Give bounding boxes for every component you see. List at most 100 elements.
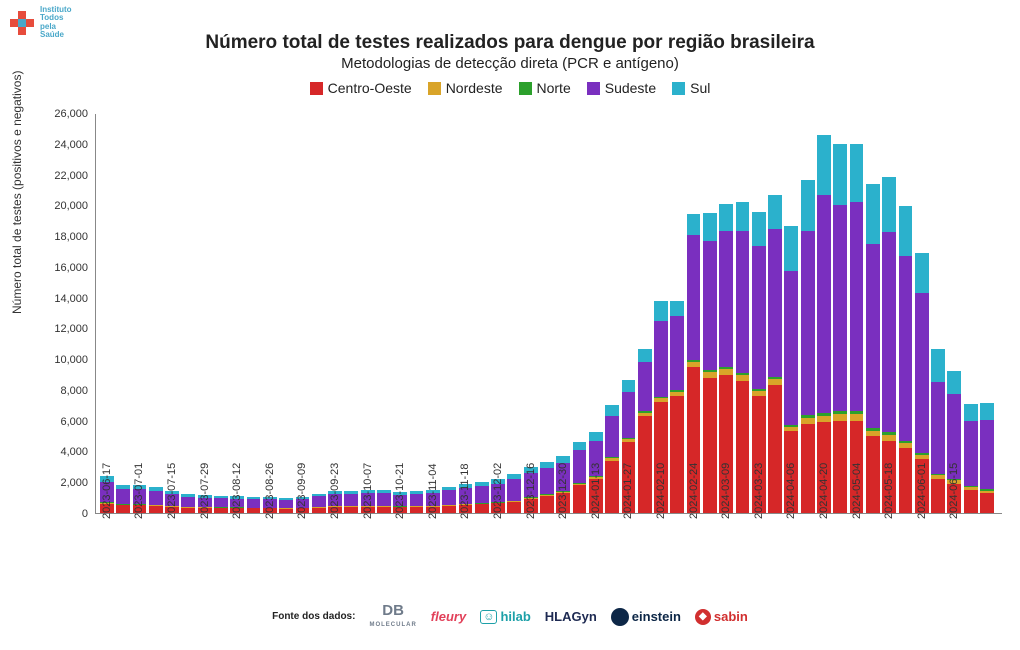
bar-segment xyxy=(915,253,929,293)
x-tick-label: 2024-06-01 xyxy=(916,463,928,519)
bar-segment xyxy=(605,416,619,458)
bar-segment xyxy=(899,256,913,441)
bar-segment xyxy=(344,494,358,506)
x-tick-label: 2023-06-17 xyxy=(101,463,113,519)
x-tick-label: 2024-03-09 xyxy=(720,463,732,519)
x-tick-label: 2023-07-29 xyxy=(199,463,211,519)
bar-segment xyxy=(149,506,163,513)
bar: 2023-10-07 xyxy=(361,490,375,513)
legend-swatch xyxy=(428,82,441,95)
x-tick-label: 2023-11-18 xyxy=(459,464,471,519)
bar-segment xyxy=(719,231,733,366)
bar: 2024-06-15 xyxy=(947,371,961,513)
y-tick-label: 18,000 xyxy=(48,231,88,243)
bar-segment xyxy=(573,485,587,513)
bar-segment xyxy=(149,491,163,505)
bar-segment xyxy=(589,432,603,441)
bar: 2023-12-30 xyxy=(556,456,570,513)
bar-segment xyxy=(377,493,391,505)
legend-item: Centro-Oeste xyxy=(310,80,412,96)
bar-segment xyxy=(475,486,489,503)
bar xyxy=(768,195,782,513)
bar-segment xyxy=(605,405,619,416)
x-tick-label: 2024-01-13 xyxy=(590,463,602,519)
chart-subtitle: Metodologias de detecção direta (PCR e a… xyxy=(0,55,1020,72)
bar-segment xyxy=(768,229,782,377)
bar: 2024-03-23 xyxy=(752,212,766,513)
bar xyxy=(475,482,489,513)
bar xyxy=(149,487,163,513)
bar-segment xyxy=(899,206,913,257)
bar: 2023-10-21 xyxy=(393,492,407,513)
bar-segment xyxy=(507,502,521,513)
bar xyxy=(312,494,326,513)
bar: 2023-07-15 xyxy=(165,491,179,513)
brand-name: fleury xyxy=(431,609,466,624)
bar-segment xyxy=(931,382,945,474)
brand-name: sabin xyxy=(714,609,748,624)
bar-segment xyxy=(736,381,750,513)
bar xyxy=(736,202,750,513)
x-tick-label: 2024-05-18 xyxy=(883,463,895,519)
bar-segment xyxy=(687,235,701,360)
bar-segment xyxy=(540,496,554,513)
bar-segment xyxy=(703,241,717,370)
x-tick-label: 2023-12-02 xyxy=(492,463,504,519)
y-tick-label: 16,000 xyxy=(48,262,88,274)
brand-circle-icon xyxy=(611,608,629,626)
y-tick-label: 10,000 xyxy=(48,354,88,366)
y-tick-label: 6,000 xyxy=(48,416,88,428)
bar-segment xyxy=(931,349,945,381)
bar: 2024-01-13 xyxy=(589,432,603,513)
bar-segment xyxy=(247,499,261,508)
data-source-brand: HLAGyn xyxy=(545,609,597,624)
bar: 2023-08-12 xyxy=(230,496,244,513)
legend-swatch xyxy=(672,82,685,95)
bar-segment xyxy=(882,232,896,432)
bar xyxy=(801,180,815,513)
legend-swatch xyxy=(310,82,323,95)
bar xyxy=(964,404,978,513)
bar-segment xyxy=(116,505,130,513)
bar-segment xyxy=(736,231,750,373)
bar-segment xyxy=(622,380,636,392)
bar xyxy=(833,144,847,513)
brand-drop-icon: ◆ xyxy=(695,609,711,625)
bar-segment xyxy=(866,244,880,429)
bar-segment xyxy=(670,396,684,513)
bar-segment xyxy=(866,436,880,513)
bar: 2023-11-18 xyxy=(459,484,473,513)
bar-segment xyxy=(980,403,994,420)
bar-segment xyxy=(882,177,896,232)
x-tick-label: 2024-02-10 xyxy=(655,463,667,519)
data-source-brand: einstein xyxy=(611,608,681,626)
bar-segment xyxy=(833,205,847,411)
bar xyxy=(116,485,130,514)
x-tick-label: 2023-12-30 xyxy=(557,463,569,519)
bar-segment xyxy=(344,507,358,513)
bar xyxy=(605,405,619,513)
y-tick-label: 4,000 xyxy=(48,446,88,458)
x-tick-label: 2023-08-12 xyxy=(231,463,243,519)
bar-segment xyxy=(801,424,815,513)
bar-segment xyxy=(410,494,424,506)
bar xyxy=(573,442,587,513)
logo-text: Instituto Todos pela Saúde xyxy=(40,6,72,40)
x-tick-label: 2024-06-15 xyxy=(948,463,960,519)
x-tick-label: 2023-10-21 xyxy=(394,463,406,519)
bar-segment xyxy=(784,271,798,425)
bar-segment xyxy=(931,479,945,513)
x-tick-label: 2024-02-24 xyxy=(688,463,700,519)
bar-segment xyxy=(638,349,652,362)
legend-label: Sudeste xyxy=(605,80,656,96)
y-tick-label: 22,000 xyxy=(48,170,88,182)
bar-segment xyxy=(410,507,424,513)
bar-segment xyxy=(670,301,684,316)
bar-segment xyxy=(442,506,456,513)
y-tick-label: 26,000 xyxy=(48,108,88,120)
y-tick-label: 20,000 xyxy=(48,200,88,212)
bar-segment xyxy=(687,214,701,236)
bar-segment xyxy=(573,442,587,450)
y-tick-label: 12,000 xyxy=(48,323,88,335)
bar: 2023-08-26 xyxy=(263,497,277,513)
